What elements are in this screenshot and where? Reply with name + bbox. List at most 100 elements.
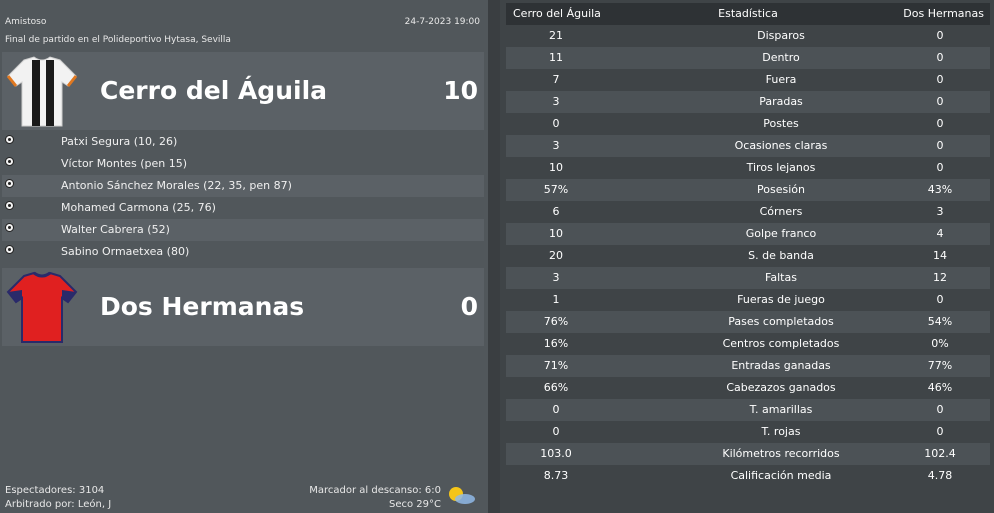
stats-table: 21 Disparos 0 11 Dentro 0 7 Fuera 0 3 Paradas 0 0 Pos…: [506, 25, 990, 487]
stat-row: 76% Pases completados 54%: [506, 311, 990, 333]
stat-away-value: 0: [936, 139, 944, 152]
stat-home-value: 8.73: [543, 469, 569, 482]
scorer-row[interactable]: Walter Cabrera (52): [2, 219, 484, 241]
scorer-text[interactable]: Víctor Montes (pen 15): [61, 157, 187, 170]
away-shirt-icon: [6, 271, 78, 343]
stat-home-value: 7: [552, 73, 560, 86]
stat-row: 3 Faltas 12: [506, 267, 990, 289]
stat-away-value: 46%: [927, 381, 953, 394]
stats-header-row: Cerro del Águila Estadística Dos Hermana…: [506, 3, 990, 25]
stat-home-value: 1: [552, 293, 560, 306]
stat-away-value: 0: [936, 117, 944, 130]
scorer-text[interactable]: Sabino Ormaetxea (80): [61, 245, 190, 258]
stat-label: Kilómetros recorridos: [722, 447, 840, 460]
stat-row: 3 Ocasiones claras 0: [506, 135, 990, 157]
home-shirt-icon: [6, 56, 78, 127]
stat-home-value: 0: [552, 403, 560, 416]
goal-ball-icon: [5, 201, 14, 210]
stat-home-value: 103.0: [540, 447, 572, 460]
stat-home-value: 20: [549, 249, 563, 262]
stat-home-value: 6: [552, 205, 560, 218]
stat-away-value: 12: [933, 271, 947, 284]
scorer-row[interactable]: Víctor Montes (pen 15): [2, 153, 484, 175]
stat-away-value: 43%: [927, 183, 953, 196]
stat-home-value: 0: [552, 117, 560, 130]
stat-row: 71% Entradas ganadas 77%: [506, 355, 990, 377]
stat-label: S. de banda: [748, 249, 814, 262]
scorer-text[interactable]: Walter Cabrera (52): [61, 223, 170, 236]
stat-row: 0 T. amarillas 0: [506, 399, 990, 421]
stat-home-value: 11: [549, 51, 563, 64]
stat-away-value: 0%: [931, 337, 949, 350]
stat-label: Ocasiones claras: [734, 139, 828, 152]
scorer-row[interactable]: Antonio Sánchez Morales (22, 35, pen 87): [2, 175, 484, 197]
stat-label: Golpe franco: [745, 227, 817, 240]
stat-row: 8.73 Calificación media 4.78: [506, 465, 990, 487]
stats-header-label: Estadística: [718, 7, 778, 20]
stat-away-value: 54%: [927, 315, 953, 328]
stat-away-value: 0: [936, 95, 944, 108]
stat-label: Postes: [763, 117, 799, 130]
home-team-block[interactable]: Cerro del Águila 10: [2, 52, 484, 130]
stat-away-value: 102.4: [924, 447, 956, 460]
stat-row: 57% Posesión 43%: [506, 179, 990, 201]
panel-divider: [488, 0, 500, 513]
halftime-score-text: Marcador al descanso: 6:0: [309, 485, 441, 496]
stat-row: 21 Disparos 0: [506, 25, 990, 47]
stat-home-value: 76%: [543, 315, 569, 328]
spectators-text: Espectadores: 3104: [5, 485, 105, 496]
stat-label: Cabezazos ganados: [726, 381, 836, 394]
goal-ball-icon: [5, 245, 14, 254]
scorer-text[interactable]: Antonio Sánchez Morales (22, 35, pen 87): [61, 179, 292, 192]
stat-home-value: 3: [552, 271, 560, 284]
competition-label: Amistoso: [5, 17, 47, 27]
sun-cloud-icon: [449, 487, 475, 504]
scorer-text[interactable]: Patxi Segura (10, 26): [61, 135, 178, 148]
stat-away-value: 0: [936, 293, 944, 306]
stat-label: Fueras de juego: [737, 293, 825, 306]
stat-away-value: 0: [936, 425, 944, 438]
home-team-score: 10: [443, 76, 478, 105]
stat-label: Dentro: [762, 51, 800, 64]
scorer-row[interactable]: Sabino Ormaetxea (80): [2, 241, 484, 263]
stat-home-value: 10: [549, 227, 563, 240]
goal-ball-icon: [5, 157, 14, 166]
match-datetime: 24-7-2023 19:00: [404, 17, 480, 27]
stat-label: Tiros lejanos: [746, 161, 816, 174]
stat-home-value: 21: [549, 29, 563, 42]
home-team-name[interactable]: Cerro del Águila: [100, 76, 328, 105]
stat-home-value: 0: [552, 425, 560, 438]
stat-label: Pases completados: [728, 315, 834, 328]
referee-text[interactable]: Arbitrado por: León, J: [5, 499, 112, 510]
stat-label: Entradas ganadas: [731, 359, 831, 372]
stat-away-value: 77%: [927, 359, 953, 372]
stat-away-value: 4.78: [927, 469, 953, 482]
stat-row: 11 Dentro 0: [506, 47, 990, 69]
stat-label: T. rojas: [761, 425, 801, 438]
goal-ball-icon: [5, 223, 14, 232]
away-team-block[interactable]: Dos Hermanas 0: [2, 268, 484, 346]
away-team-name[interactable]: Dos Hermanas: [100, 292, 305, 321]
stat-row: 20 S. de banda 14: [506, 245, 990, 267]
stat-home-value: 10: [549, 161, 563, 174]
stat-label: Calificación media: [730, 469, 832, 482]
scorer-row[interactable]: Patxi Segura (10, 26): [2, 131, 484, 153]
scorer-text[interactable]: Mohamed Carmona (25, 76): [61, 201, 216, 214]
stat-row: 16% Centros completados 0%: [506, 333, 990, 355]
venue-text: Final de partido en el Polideportivo Hyt…: [5, 35, 231, 45]
stats-header-away[interactable]: Dos Hermanas: [903, 7, 984, 20]
stat-row: 10 Golpe franco 4: [506, 223, 990, 245]
stat-label: Paradas: [759, 95, 803, 108]
stat-label: Centros completados: [722, 337, 840, 350]
stat-row: 66% Cabezazos ganados 46%: [506, 377, 990, 399]
away-team-score: 0: [460, 292, 478, 321]
stat-home-value: 16%: [543, 337, 569, 350]
stat-row: 0 Postes 0: [506, 113, 990, 135]
scorer-row[interactable]: Mohamed Carmona (25, 76): [2, 197, 484, 219]
stat-label: Disparos: [757, 29, 805, 42]
home-scorers-list: Patxi Segura (10, 26) Víctor Montes (pen…: [2, 131, 484, 263]
stats-header-home[interactable]: Cerro del Águila: [513, 7, 601, 20]
stats-panel: Cerro del Águila Estadística Dos Hermana…: [500, 0, 994, 513]
stat-row: 3 Paradas 0: [506, 91, 990, 113]
stat-home-value: 57%: [543, 183, 569, 196]
